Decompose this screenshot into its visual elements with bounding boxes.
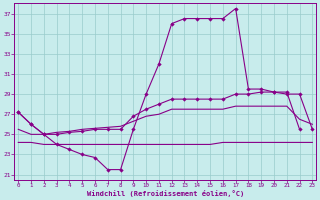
X-axis label: Windchill (Refroidissement éolien,°C): Windchill (Refroidissement éolien,°C) bbox=[87, 190, 244, 197]
